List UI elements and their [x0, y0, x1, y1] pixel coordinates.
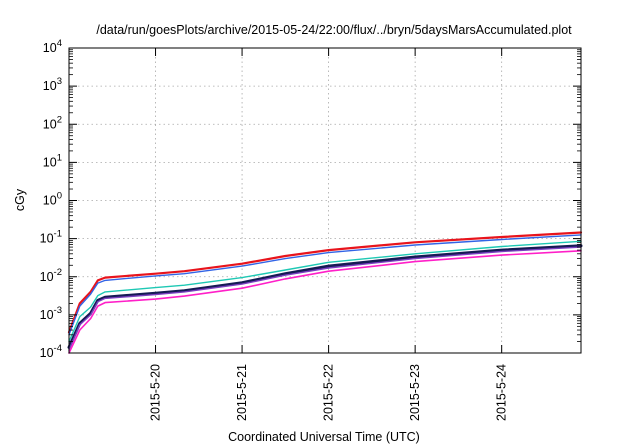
x-tick-label: 2015-5-24 — [495, 364, 509, 421]
chart-title: /data/run/goesPlots/archive/2015-05-24/2… — [96, 23, 572, 37]
series-line-3 — [68, 240, 582, 343]
x-axis-label: Coordinated Universal Time (UTC) — [228, 430, 420, 444]
series-lines — [67, 231, 583, 354]
y-tick-label: 104 — [43, 38, 62, 55]
x-tick-label: 2015-5-23 — [408, 364, 422, 421]
y-axis-label: cGy — [13, 188, 27, 211]
series-line-1 — [67, 231, 583, 334]
x-axis-ticks: 2015-5-20 2015-5-21 2015-5-22 2015-5-23 2015… — [149, 48, 509, 421]
y-tick-label: 10-3 — [40, 305, 62, 322]
y-axis-ticks: 10-4 10-3 10-2 10-1 100 101 102 103 104 — [40, 38, 581, 360]
series-line-5 — [68, 246, 582, 351]
y-tick-label: 101 — [43, 152, 62, 169]
y-tick-label: 100 — [43, 191, 62, 208]
x-tick-label: 2015-5-21 — [235, 364, 249, 421]
x-tick-label: 2015-5-22 — [322, 364, 336, 421]
x-tick-label: 2015-5-20 — [149, 364, 163, 421]
series-line-2 — [68, 234, 582, 336]
y-tick-label: 10-4 — [40, 343, 62, 360]
series-line-6 — [68, 250, 582, 354]
series-line-4 — [67, 244, 583, 349]
grid — [69, 48, 581, 353]
y-tick-label: 10-1 — [40, 229, 62, 246]
y-tick-label: 102 — [43, 114, 62, 131]
y-tick-label: 103 — [43, 76, 62, 93]
y-tick-label: 10-2 — [40, 267, 62, 284]
